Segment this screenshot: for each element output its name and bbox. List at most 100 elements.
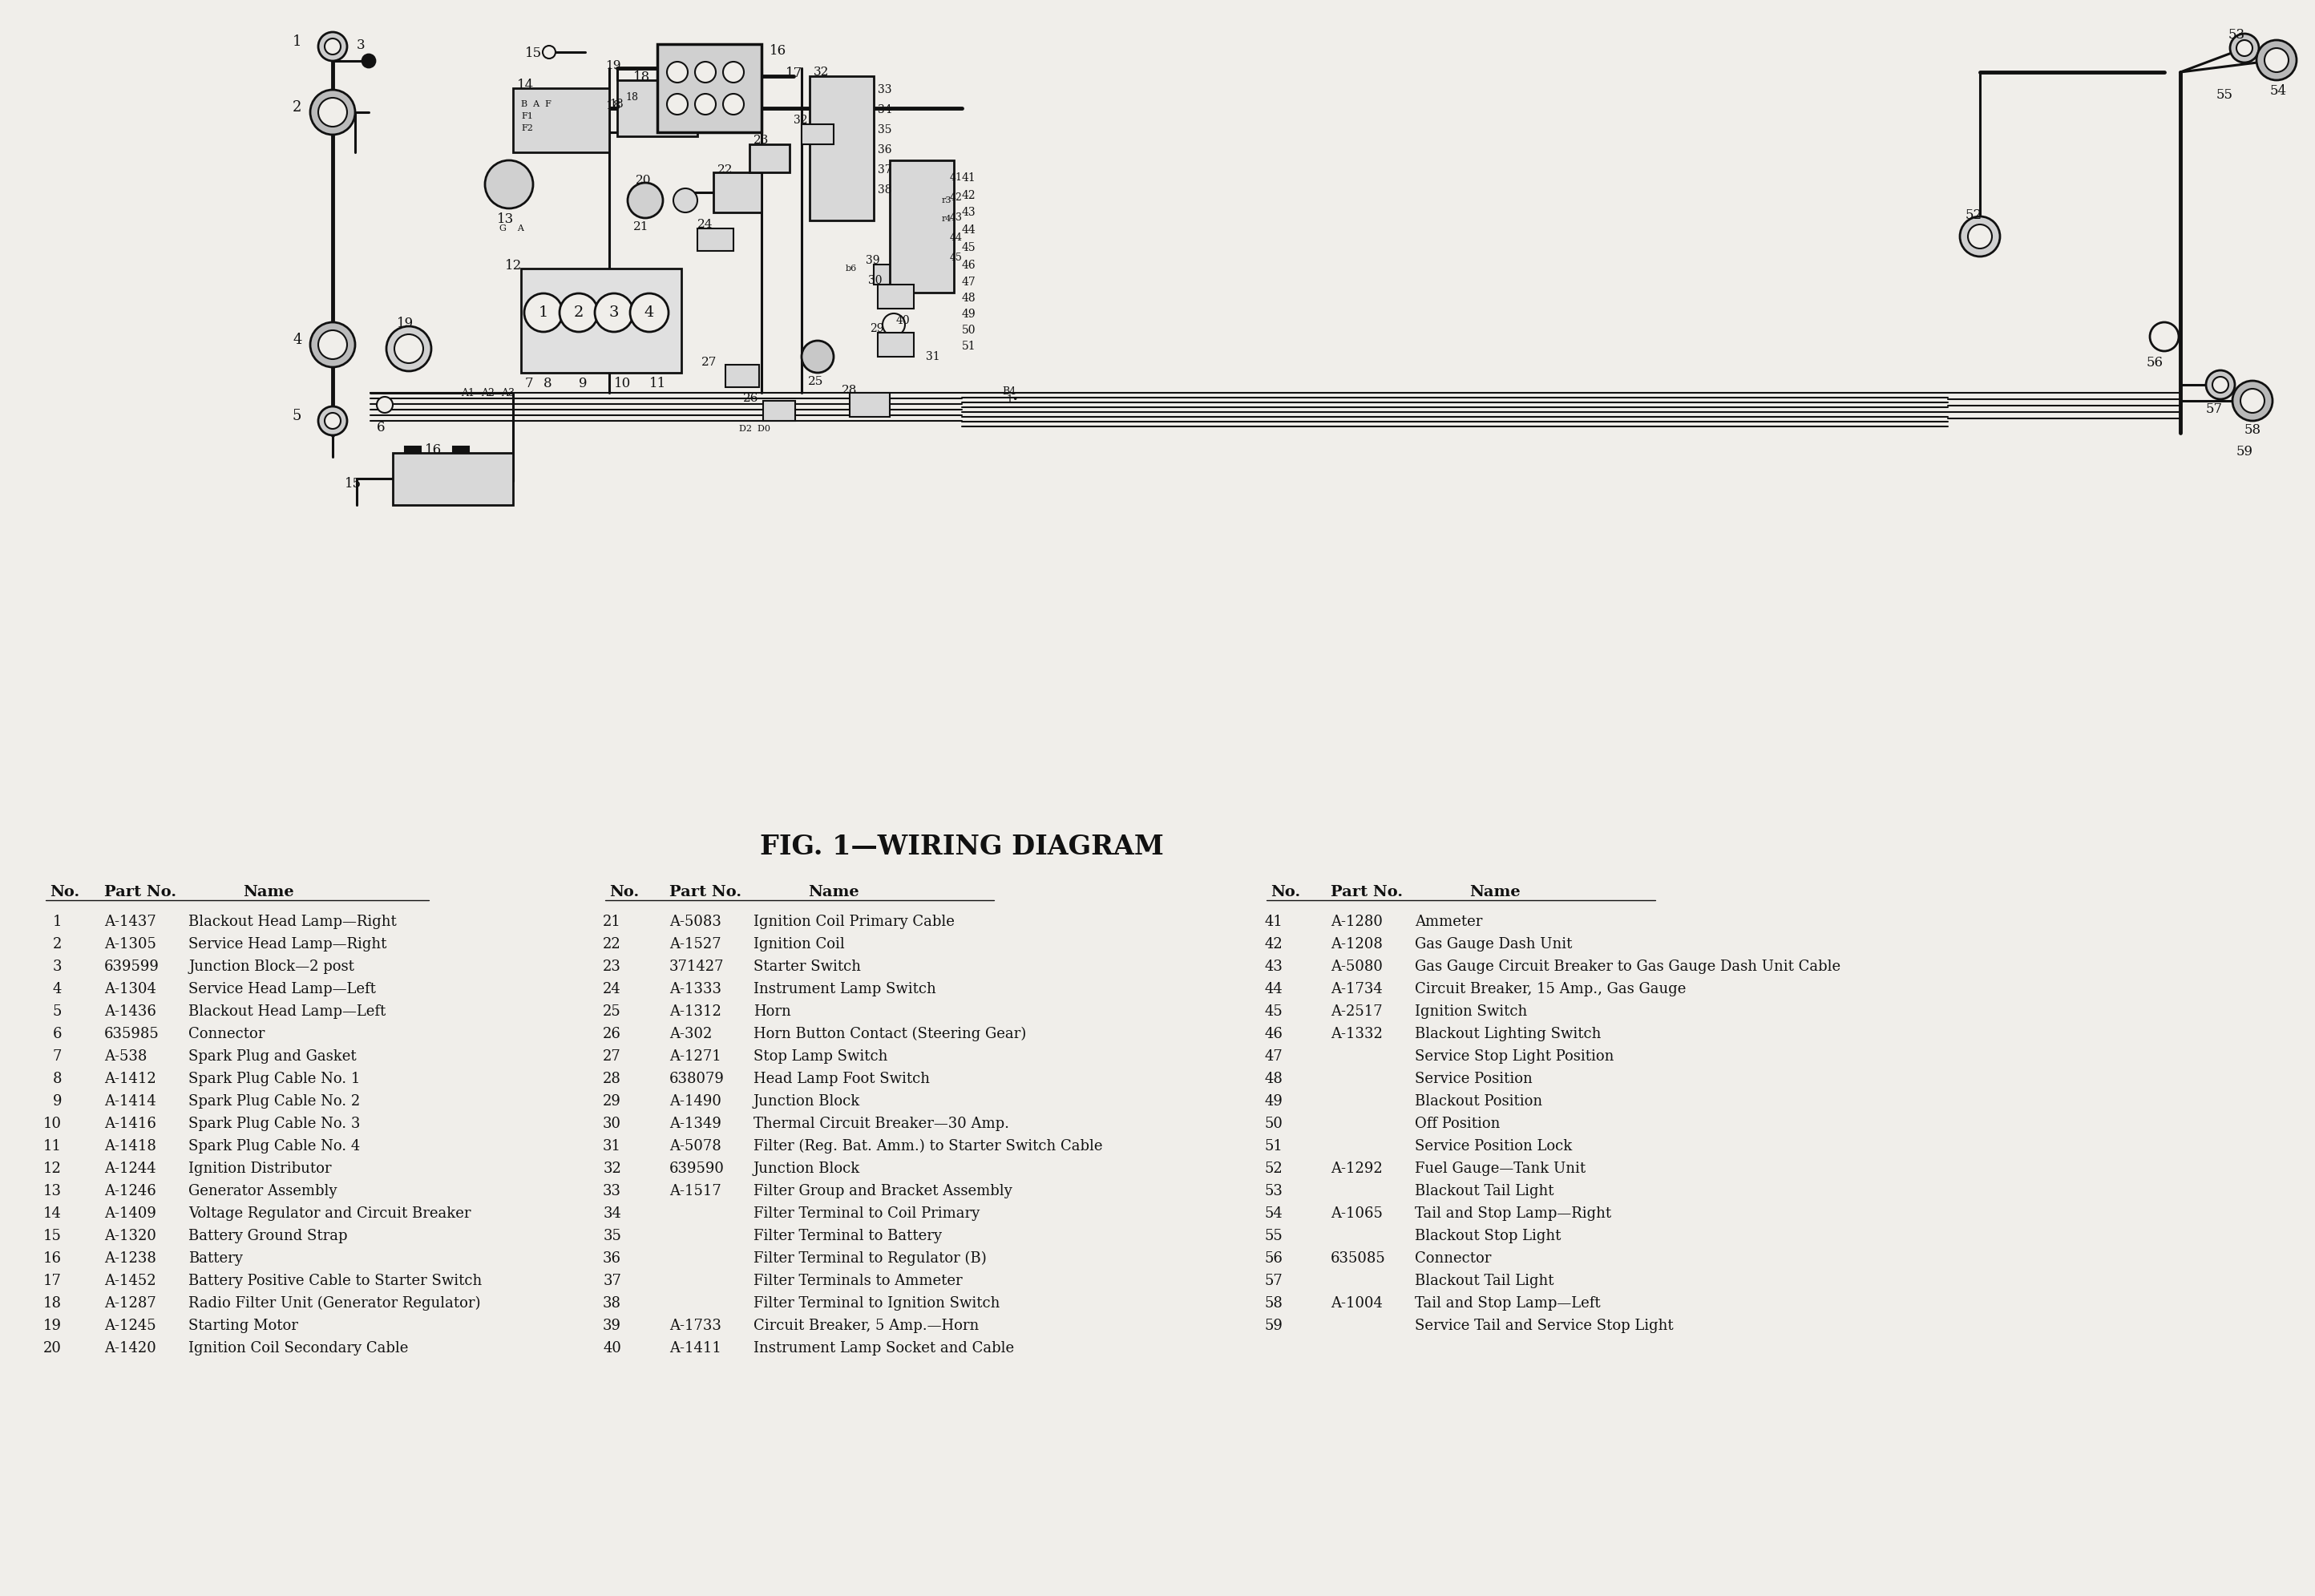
Text: 1•: 1• [1007, 394, 1019, 405]
Text: 17: 17 [44, 1274, 63, 1288]
Text: 23: 23 [752, 134, 769, 145]
Circle shape [2213, 377, 2229, 393]
Text: A-1246: A-1246 [104, 1184, 155, 1199]
Text: 4: 4 [644, 305, 655, 319]
Text: 28: 28 [602, 1073, 620, 1087]
Circle shape [317, 407, 347, 436]
Text: No.: No. [1271, 884, 1301, 900]
Text: r3: r3 [942, 196, 951, 204]
Text: Voltage Regulator and Circuit Breaker: Voltage Regulator and Circuit Breaker [188, 1207, 470, 1221]
Text: Blackout Stop Light: Blackout Stop Light [1414, 1229, 1560, 1243]
Text: 40: 40 [896, 314, 910, 326]
Text: 43: 43 [949, 212, 963, 223]
Text: 1: 1 [539, 305, 549, 319]
Text: F2: F2 [521, 124, 532, 132]
Text: A-1414: A-1414 [104, 1095, 155, 1109]
Text: 18: 18 [604, 101, 620, 112]
Text: 19: 19 [604, 61, 620, 72]
Text: 36: 36 [602, 1251, 620, 1266]
Text: 2: 2 [574, 305, 583, 319]
Text: 18: 18 [625, 93, 639, 102]
Text: Junction Block—2 post: Junction Block—2 post [188, 959, 354, 974]
Text: 53: 53 [2229, 29, 2246, 41]
Text: 10: 10 [613, 377, 632, 391]
Text: 34: 34 [877, 104, 891, 115]
Text: Name: Name [243, 884, 294, 900]
Text: 57: 57 [1264, 1274, 1283, 1288]
Circle shape [1961, 217, 2000, 257]
Text: 34: 34 [602, 1207, 620, 1221]
Text: 9: 9 [53, 1095, 63, 1109]
Text: 46: 46 [963, 260, 977, 271]
Text: 16: 16 [426, 444, 442, 456]
Circle shape [2229, 34, 2259, 62]
Text: 26: 26 [743, 393, 759, 404]
Text: 13: 13 [44, 1184, 63, 1199]
Text: 45: 45 [963, 243, 977, 254]
Text: No.: No. [609, 884, 639, 900]
Circle shape [523, 294, 563, 332]
Text: 16: 16 [44, 1251, 63, 1266]
Text: A-1271: A-1271 [669, 1049, 722, 1063]
Text: Spark Plug Cable No. 2: Spark Plug Cable No. 2 [188, 1095, 361, 1109]
Circle shape [674, 188, 697, 212]
Bar [764, 401, 794, 421]
Text: 48: 48 [1264, 1073, 1283, 1087]
Text: 39: 39 [866, 255, 880, 267]
Text: A-1208: A-1208 [1331, 937, 1382, 951]
Text: Filter Terminal to Ignition Switch: Filter Terminal to Ignition Switch [752, 1296, 1000, 1310]
Text: 48: 48 [963, 292, 977, 303]
Text: 30: 30 [868, 275, 882, 286]
Text: Blackout Head Lamp—Left: Blackout Head Lamp—Left [188, 1004, 387, 1018]
Text: 54: 54 [1264, 1207, 1283, 1221]
Circle shape [2264, 48, 2290, 72]
Text: 635085: 635085 [1331, 1251, 1387, 1266]
Text: 30: 30 [602, 1117, 620, 1132]
Text: 14: 14 [516, 78, 535, 93]
Text: 5: 5 [53, 1004, 63, 1018]
Text: Gas Gauge Circuit Breaker to Gas Gauge Dash Unit Cable: Gas Gauge Circuit Breaker to Gas Gauge D… [1414, 959, 1840, 974]
Text: Filter Terminal to Battery: Filter Terminal to Battery [752, 1229, 942, 1243]
Text: A-1416: A-1416 [104, 1117, 155, 1132]
Text: A-1245: A-1245 [104, 1318, 155, 1333]
Text: 37: 37 [602, 1274, 620, 1288]
Bar [725, 365, 759, 388]
Text: A-1349: A-1349 [669, 1117, 722, 1132]
Text: 4: 4 [53, 982, 63, 996]
Text: A-1305: A-1305 [104, 937, 155, 951]
Text: Service Head Lamp—Left: Service Head Lamp—Left [188, 982, 375, 996]
Text: 11: 11 [44, 1140, 63, 1154]
Circle shape [317, 330, 347, 359]
Text: 58: 58 [2246, 423, 2262, 437]
Circle shape [2257, 40, 2296, 80]
Circle shape [324, 38, 340, 54]
Text: 11: 11 [648, 377, 667, 391]
Text: 21: 21 [634, 222, 648, 233]
Text: A-302: A-302 [669, 1026, 713, 1041]
Text: 35: 35 [602, 1229, 620, 1243]
Text: 19: 19 [396, 316, 414, 330]
Text: 15: 15 [526, 46, 542, 61]
Text: Service Stop Light Position: Service Stop Light Position [1414, 1049, 1614, 1063]
Text: 638079: 638079 [669, 1073, 725, 1087]
Text: 37: 37 [877, 164, 891, 176]
Text: 9: 9 [579, 377, 588, 391]
Text: Blackout Lighting Switch: Blackout Lighting Switch [1414, 1026, 1602, 1041]
Text: 3: 3 [357, 38, 366, 53]
Text: 52: 52 [1264, 1162, 1283, 1176]
Text: Instrument Lamp Switch: Instrument Lamp Switch [752, 982, 935, 996]
Text: Ignition Coil: Ignition Coil [752, 937, 845, 951]
Text: Starting Motor: Starting Motor [188, 1318, 299, 1333]
Circle shape [317, 97, 347, 126]
Text: Gas Gauge Dash Unit: Gas Gauge Dash Unit [1414, 937, 1572, 951]
Text: Battery Positive Cable to Starter Switch: Battery Positive Cable to Starter Switch [188, 1274, 482, 1288]
Text: 12: 12 [505, 259, 523, 273]
Circle shape [2151, 322, 2178, 351]
Text: Filter Terminals to Ammeter: Filter Terminals to Ammeter [752, 1274, 963, 1288]
Text: 51: 51 [1264, 1140, 1283, 1154]
Text: Filter Terminal to Regulator (B): Filter Terminal to Regulator (B) [752, 1251, 986, 1266]
Text: A-1312: A-1312 [669, 1004, 722, 1018]
Text: 15: 15 [345, 477, 361, 490]
Text: 31: 31 [926, 351, 940, 362]
Text: 3: 3 [53, 959, 63, 974]
